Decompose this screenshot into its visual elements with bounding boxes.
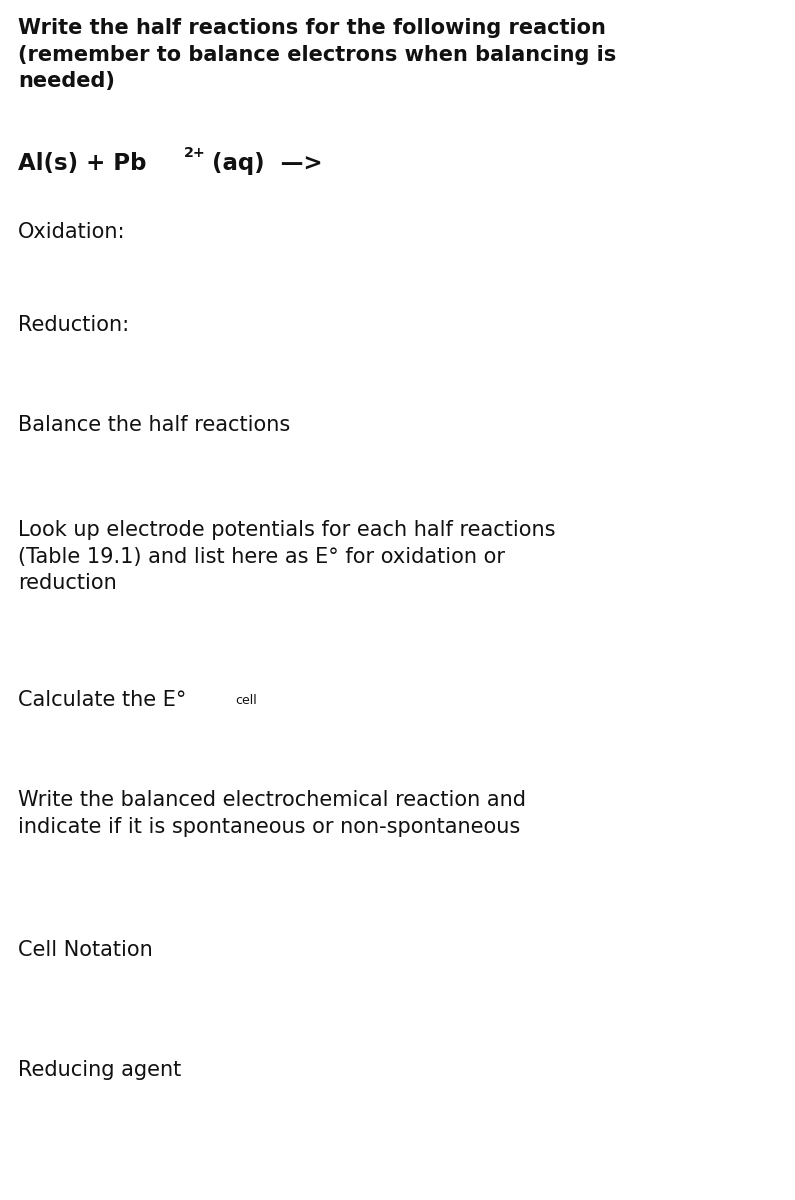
Text: (aq)  —>: (aq) —>: [212, 152, 323, 175]
Text: Calculate the E°: Calculate the E°: [18, 690, 186, 710]
Text: Write the half reactions for the following reaction
(remember to balance electro: Write the half reactions for the followi…: [18, 18, 616, 91]
Text: Oxidation:: Oxidation:: [18, 222, 126, 242]
Text: Reducing agent: Reducing agent: [18, 1060, 181, 1080]
Text: Reduction:: Reduction:: [18, 314, 129, 335]
Text: cell: cell: [235, 694, 257, 707]
Text: Look up electrode potentials for each half reactions
(Table 19.1) and list here : Look up electrode potentials for each ha…: [18, 520, 556, 594]
Text: 2+: 2+: [184, 145, 206, 160]
Text: Write the balanced electrochemical reaction and
indicate if it is spontaneous or: Write the balanced electrochemical react…: [18, 790, 526, 836]
Text: Cell Notation: Cell Notation: [18, 940, 153, 960]
Text: Balance the half reactions: Balance the half reactions: [18, 415, 290, 434]
Text: Al(s) + Pb: Al(s) + Pb: [18, 152, 146, 175]
